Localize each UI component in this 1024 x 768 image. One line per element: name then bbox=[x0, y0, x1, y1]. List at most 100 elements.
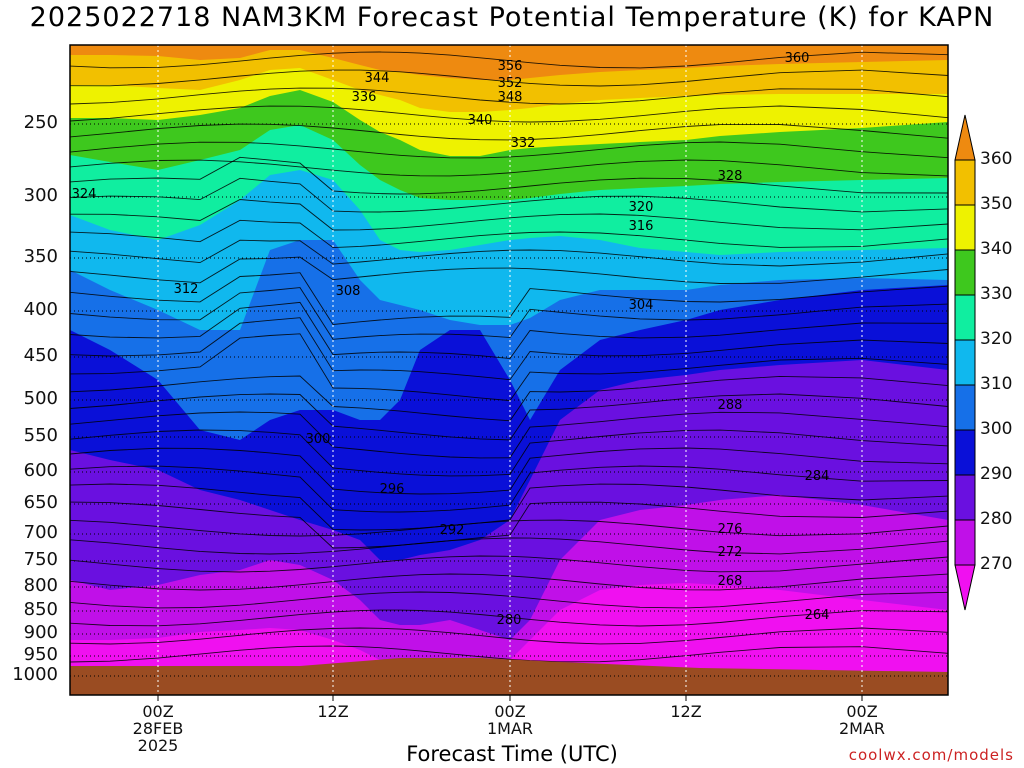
contour-label: 324 bbox=[72, 187, 97, 202]
contour-line bbox=[69, 519, 949, 537]
colorbar-segment bbox=[954, 204, 976, 251]
colorbar-segment bbox=[954, 384, 976, 431]
contour-line bbox=[69, 51, 949, 69]
y-tick-label: 950 bbox=[23, 644, 58, 665]
y-tick-label: 600 bbox=[23, 460, 58, 481]
colorbar-label: 270 bbox=[980, 554, 1013, 574]
colorbar-label: 340 bbox=[980, 239, 1013, 259]
contour-line bbox=[69, 123, 949, 141]
y-tick-label: 700 bbox=[23, 522, 58, 543]
contour-label: 300 bbox=[306, 432, 331, 447]
x-tick-label: 00Z 2MAR bbox=[838, 702, 886, 738]
contour-line bbox=[69, 199, 949, 231]
contour-line bbox=[69, 317, 949, 381]
y-tick-label: 300 bbox=[23, 185, 58, 206]
contour-label: 328 bbox=[718, 169, 743, 184]
colorbar-label: 290 bbox=[980, 464, 1013, 484]
x-tick-label: 12Z bbox=[670, 702, 702, 721]
contour-label: 280 bbox=[497, 613, 522, 628]
colorbar-segment bbox=[954, 249, 976, 296]
colorbar-segment bbox=[954, 339, 976, 386]
contour-line bbox=[69, 239, 949, 267]
contour-line bbox=[69, 573, 949, 591]
contour-label: 308 bbox=[336, 284, 361, 299]
contour-label: 316 bbox=[629, 219, 654, 234]
x-tick-label: 00Z 1MAR bbox=[486, 702, 534, 738]
contour-line bbox=[69, 411, 949, 459]
contour-line bbox=[69, 301, 949, 359]
y-tick-label: 1000 bbox=[12, 664, 58, 685]
contour-line bbox=[69, 256, 949, 284]
plot-frame bbox=[69, 44, 949, 696]
contour-label: 284 bbox=[805, 469, 830, 484]
y-tick-label: 750 bbox=[23, 549, 58, 570]
y-tick-label: 450 bbox=[23, 345, 58, 366]
contour-label: 352 bbox=[498, 76, 523, 91]
colorbar-cap-bottom bbox=[954, 564, 976, 611]
credit-link[interactable]: coolwx.com/models bbox=[848, 746, 1014, 764]
contour-label: 348 bbox=[498, 90, 523, 105]
y-tick-label: 400 bbox=[23, 299, 58, 320]
contour-label: 296 bbox=[380, 482, 405, 497]
colorbar-segment bbox=[954, 159, 976, 206]
contour-label: 344 bbox=[365, 71, 390, 86]
contour-line bbox=[69, 591, 949, 609]
contour-line bbox=[69, 555, 949, 573]
contour-label: 276 bbox=[718, 522, 743, 537]
y-tick-label: 550 bbox=[23, 425, 58, 446]
y-tick-label: 250 bbox=[23, 112, 58, 133]
contour-label: 320 bbox=[629, 200, 654, 215]
contour-line bbox=[69, 159, 949, 177]
contour-line bbox=[69, 537, 949, 555]
contour-line bbox=[69, 105, 949, 123]
contour-label: 356 bbox=[498, 59, 523, 74]
contour-label: 336 bbox=[352, 90, 377, 105]
contour-line bbox=[69, 333, 949, 402]
contour-label: 360 bbox=[785, 51, 810, 66]
colorbar-label: 280 bbox=[980, 509, 1013, 529]
contour-line bbox=[69, 645, 949, 663]
x-tick-label: 00Z 28FEB 2025 bbox=[132, 702, 184, 755]
y-tick-label: 850 bbox=[23, 599, 58, 620]
colorbar-segment bbox=[954, 294, 976, 341]
contour-label: 304 bbox=[629, 298, 654, 313]
ground-terrain bbox=[70, 658, 948, 695]
contour-label: 340 bbox=[468, 113, 493, 128]
contour-line bbox=[69, 465, 949, 513]
colorbar-label: 330 bbox=[980, 284, 1013, 304]
contour-line bbox=[69, 627, 949, 645]
colorbar-label: 320 bbox=[980, 329, 1013, 349]
contour-line bbox=[69, 447, 949, 495]
contour-label: 292 bbox=[440, 523, 465, 538]
colorbar-label: 310 bbox=[980, 374, 1013, 394]
colorbar-label: 300 bbox=[980, 419, 1013, 439]
contour-line bbox=[69, 156, 949, 195]
contour-label: 288 bbox=[718, 398, 743, 413]
colorbar-cap-top bbox=[954, 114, 976, 161]
x-axis-title: Forecast Time (UTC) bbox=[406, 742, 618, 766]
y-tick-label: 900 bbox=[23, 622, 58, 643]
contour-label: 312 bbox=[174, 282, 199, 297]
y-tick-label: 800 bbox=[23, 575, 58, 596]
contour-line bbox=[69, 69, 949, 87]
contour-label: 332 bbox=[511, 136, 536, 151]
colorbar-segment bbox=[954, 429, 976, 476]
contour-line bbox=[69, 141, 949, 159]
contour-line bbox=[69, 393, 949, 441]
x-tick-label: 12Z bbox=[317, 702, 349, 721]
colorbar-segment bbox=[954, 474, 976, 521]
contour-line bbox=[69, 375, 949, 422]
colorbar-label: 350 bbox=[980, 194, 1013, 214]
chart-title: 2025022718 NAM3KM Forecast Potential Tem… bbox=[29, 2, 995, 33]
y-tick-label: 500 bbox=[23, 388, 58, 409]
colorbar-segment bbox=[954, 519, 976, 566]
y-tick-label: 650 bbox=[23, 492, 58, 513]
contour-line bbox=[69, 177, 949, 213]
contour-label: 268 bbox=[718, 574, 743, 589]
contour-line bbox=[69, 219, 949, 249]
contour-line bbox=[69, 287, 949, 340]
y-tick-label: 350 bbox=[23, 246, 58, 267]
colorbar-label: 360 bbox=[980, 149, 1013, 169]
contour-label: 264 bbox=[805, 608, 830, 623]
